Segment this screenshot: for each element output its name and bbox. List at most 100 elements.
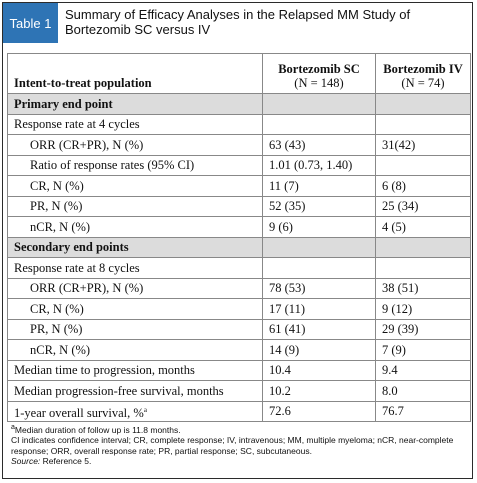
cell-sc: 10.4 [262, 359, 376, 381]
cell-sc: 11 (7) [262, 175, 376, 197]
cell-sc: 78 (53) [262, 277, 376, 299]
header-sc-name: Bortezomib SC [278, 62, 360, 76]
row-label-text: nCR, N (%) [30, 219, 91, 234]
section-cell-sc [262, 236, 376, 258]
cell-sc: 14 (9) [262, 339, 376, 361]
table-row: Median time to progression, months 10.4 9.… [7, 359, 471, 381]
section-cell-iv [375, 236, 471, 258]
section-row: Secondary end points [7, 236, 471, 258]
table-row: CR, N (%) 11 (7) 6 (8) [7, 175, 471, 197]
cell-sc: 1.01 (0.73, 1.40) [262, 154, 376, 176]
header-sc: Bortezomib SC (N = 148) [262, 53, 376, 94]
cell-sc: 9 (6) [262, 216, 376, 238]
header-iv: Bortezomib IV (N = 74) [375, 53, 471, 94]
cell-sc: 61 (41) [262, 318, 376, 340]
row-label: CR, N (%) [7, 298, 263, 320]
table-row: ORR (CR+PR), N (%) 78 (53) 38 (51) [7, 277, 471, 299]
footnote-a: aMedian duration of follow up is 11.8 mo… [11, 423, 466, 435]
title-bar: Table 1 Summary of Efficacy Analyses in … [3, 3, 472, 43]
section-label: Primary end point [7, 93, 263, 115]
row-label: nCR, N (%) [7, 339, 263, 361]
row-label-text: ORR (CR+PR), N (%) [30, 137, 144, 152]
row-label: PR, N (%) [7, 195, 263, 217]
cell-iv: 25 (34) [375, 195, 471, 217]
source-text: Reference 5. [42, 456, 92, 467]
footnote-source: Source: Reference 5. [11, 456, 466, 467]
section-cell-iv [375, 93, 471, 115]
efficacy-table: Intent-to-treat population Bortezomib SC… [7, 53, 471, 422]
row-label-text: PR, N (%) [30, 199, 83, 214]
cell-iv: 9 (12) [375, 298, 471, 320]
section-label: Secondary end points [7, 236, 263, 258]
cell-iv [375, 257, 471, 279]
table-row: 1-year overall survival, %a 72.6 76.7 [7, 400, 471, 422]
row-label: 1-year overall survival, %a [7, 400, 263, 422]
cell-iv: 7 (9) [375, 339, 471, 361]
cell-iv: 76.7 [375, 400, 471, 422]
header-iv-n: (N = 74) [401, 76, 445, 90]
row-label-text: PR, N (%) [30, 322, 83, 337]
footnote-a-marker: a [11, 424, 15, 431]
row-label: ORR (CR+PR), N (%) [7, 134, 263, 156]
cell-sc: 52 (35) [262, 195, 376, 217]
table-row: ORR (CR+PR), N (%) 63 (43) 31(42) [7, 134, 471, 156]
cell-iv: 6 (8) [375, 175, 471, 197]
row-label-text: Median progression-free survival, months [14, 383, 224, 398]
table-row: nCR, N (%) 9 (6) 4 (5) [7, 216, 471, 238]
row-label-text: ORR (CR+PR), N (%) [30, 281, 144, 296]
row-label: PR, N (%) [7, 318, 263, 340]
cell-sc: 17 (11) [262, 298, 376, 320]
source-label: Source: [11, 456, 41, 467]
cell-iv: 4 (5) [375, 216, 471, 238]
row-label: CR, N (%) [7, 175, 263, 197]
header-population: Intent-to-treat population [7, 53, 263, 94]
footnote-a-text: Median duration of follow up is 11.8 mon… [14, 424, 181, 435]
table-title: Summary of Efficacy Analyses in the Rela… [65, 7, 411, 37]
table-row: Ratio of response rates (95% CI) 1.01 (0.… [7, 154, 471, 176]
row-label: Response rate at 8 cycles [7, 257, 263, 279]
table-frame: Table 1 Summary of Efficacy Analyses in … [2, 2, 473, 479]
row-label: Median time to progression, months [7, 359, 263, 381]
section-cell-sc [262, 93, 376, 115]
table-row: nCR, N (%) 14 (9) 7 (9) [7, 339, 471, 361]
cell-sc: 72.6 [262, 400, 376, 422]
cell-iv: 38 (51) [375, 277, 471, 299]
table-row: PR, N (%) 61 (41) 29 (39) [7, 318, 471, 340]
row-label-text: nCR, N (%) [30, 342, 91, 357]
row-label-text: CR, N (%) [30, 301, 84, 316]
row-label-text: 1-year overall survival, % [14, 405, 144, 420]
footnotes: aMedian duration of follow up is 11.8 mo… [11, 423, 466, 467]
row-label-text: Response rate at 8 cycles [14, 260, 140, 275]
table-row: Response rate at 4 cycles [7, 113, 471, 135]
row-label: Median progression-free survival, months [7, 380, 263, 402]
row-label-text: Response rate at 4 cycles [14, 117, 140, 132]
table-row: CR, N (%) 17 (11) 9 (12) [7, 298, 471, 320]
row-label: nCR, N (%) [7, 216, 263, 238]
cell-sc [262, 113, 376, 135]
cell-iv: 9.4 [375, 359, 471, 381]
header-sc-n: (N = 148) [294, 76, 344, 90]
header-iv-name: Bortezomib IV [383, 62, 463, 76]
table-row: Response rate at 8 cycles [7, 257, 471, 279]
row-label: Response rate at 4 cycles [7, 113, 263, 135]
cell-iv [375, 113, 471, 135]
cell-iv [375, 154, 471, 176]
table-row: PR, N (%) 52 (35) 25 (34) [7, 195, 471, 217]
footnote-abbreviations: CI indicates confidence interval; CR, co… [11, 435, 454, 456]
row-label-text: Ratio of response rates (95% CI) [30, 158, 195, 173]
row-label: Ratio of response rates (95% CI) [7, 154, 263, 176]
cell-iv: 29 (39) [375, 318, 471, 340]
row-label-sup: a [143, 405, 147, 414]
cell-iv: 8.0 [375, 380, 471, 402]
cell-iv: 31(42) [375, 134, 471, 156]
row-label-text: CR, N (%) [30, 178, 84, 193]
cell-sc: 10.2 [262, 380, 376, 402]
row-label: ORR (CR+PR), N (%) [7, 277, 263, 299]
table-tag: Table 1 [3, 3, 58, 43]
header-row: Intent-to-treat population Bortezomib SC… [7, 53, 471, 94]
section-row: Primary end point [7, 93, 471, 115]
row-label-text: Median time to progression, months [14, 363, 195, 378]
cell-sc [262, 257, 376, 279]
cell-sc: 63 (43) [262, 134, 376, 156]
table-row: Median progression-free survival, months… [7, 380, 471, 402]
